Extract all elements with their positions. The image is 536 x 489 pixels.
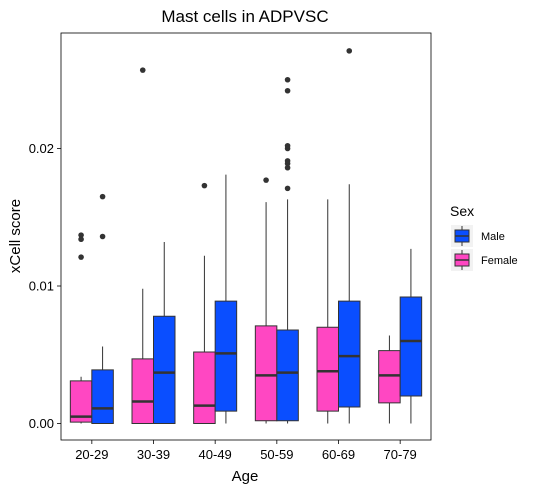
box-male-40-49 (214, 174, 238, 424)
box-body (316, 326, 339, 412)
outlier-point (201, 182, 208, 189)
box-female-20-29 (69, 232, 93, 424)
y-axis: 0.00 0.01 0.02 (29, 141, 61, 431)
legend-item-female: Female (451, 249, 518, 271)
outlier-point (284, 76, 291, 83)
box-body (338, 300, 361, 408)
box-female-40-49 (193, 182, 216, 424)
outlier-point (284, 87, 291, 94)
x-tick-label: 70-79 (384, 447, 417, 462)
box-female-50-59 (254, 177, 278, 424)
outlier-point (78, 236, 84, 243)
box-body (276, 329, 299, 422)
x-tick-label: 60-69 (322, 447, 355, 462)
outlier-point (284, 164, 291, 171)
y-tick-label: 0.00 (29, 416, 54, 431)
outlier-point (99, 193, 106, 200)
box-male-60-69 (338, 48, 361, 424)
x-tick-label: 40-49 (199, 447, 232, 462)
box-body (131, 358, 154, 424)
outlier-point (284, 185, 291, 192)
box-male-20-29 (91, 193, 114, 424)
y-tick-label: 0.01 (29, 279, 54, 294)
x-tick-label: 30-39 (137, 447, 170, 462)
box-body (153, 315, 176, 424)
outlier-point (284, 158, 291, 164)
legend-label: Female (481, 255, 518, 267)
outlier-point (284, 142, 291, 149)
outlier-point (99, 233, 106, 240)
chart-title: Mast cells in ADPVSC (161, 7, 328, 26)
box-female-70-79 (378, 335, 401, 424)
legend: Sex Male Female (450, 203, 518, 271)
outlier-point (78, 232, 84, 238)
box-marks (69, 48, 423, 424)
legend-item-male: Male (451, 225, 505, 247)
legend-items: Male Female (451, 225, 518, 271)
y-axis-label: xCell score (7, 199, 24, 273)
box-body (378, 350, 401, 404)
outlier-point (263, 177, 269, 183)
box-female-60-69 (316, 199, 339, 424)
box-male-30-39 (153, 242, 176, 424)
y-tick-label: 0.02 (29, 141, 54, 156)
plot-panel (60, 32, 432, 441)
box-body (254, 325, 278, 422)
box-body (193, 351, 216, 424)
legend-label: Male (481, 231, 505, 243)
x-axis-label: Age (232, 468, 259, 485)
box-body (214, 300, 238, 412)
x-tick-label: 50-59 (260, 447, 293, 462)
outlier-point (78, 254, 84, 260)
x-tick-label: 20-29 (75, 447, 108, 462)
box-body (91, 369, 114, 424)
x-axis: 20-29 30-39 40-49 50-59 60-69 70-79 (75, 440, 417, 462)
box-male-50-59 (276, 76, 299, 424)
legend-title: Sex (450, 203, 474, 219)
outlier-point (346, 48, 353, 54)
box-male-70-79 (399, 248, 423, 424)
box-body (399, 296, 423, 397)
outlier-point (139, 67, 146, 73)
